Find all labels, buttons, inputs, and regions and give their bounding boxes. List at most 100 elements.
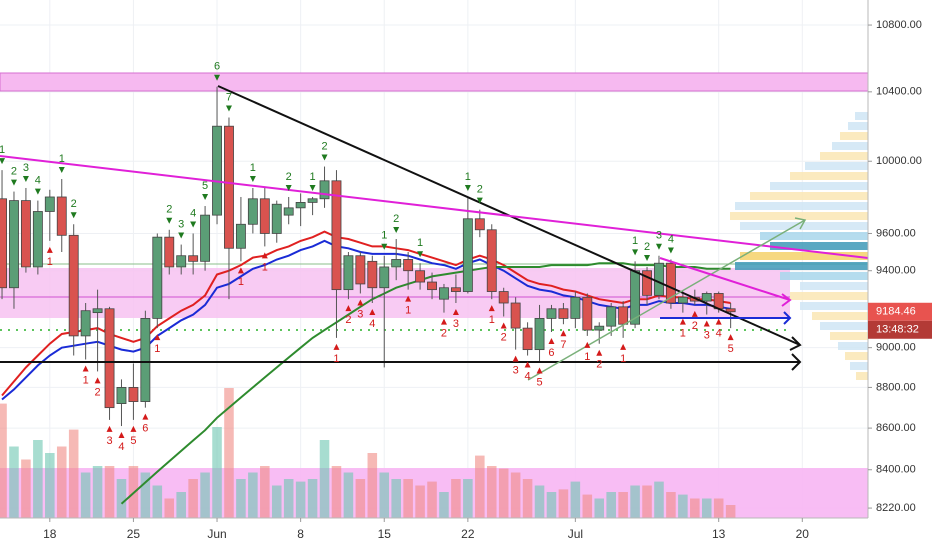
x-tick-label: 15 xyxy=(378,527,392,541)
volume-bar xyxy=(152,485,163,518)
last-price-label: 9184.46 xyxy=(876,306,916,318)
candle-body xyxy=(665,262,676,304)
candle-body xyxy=(391,259,402,268)
signal-triangle xyxy=(357,299,364,306)
trendline xyxy=(659,257,791,301)
candle-body xyxy=(594,325,605,331)
signal-triangle xyxy=(249,175,256,182)
candle-body xyxy=(450,287,461,292)
volume-bar xyxy=(116,479,127,518)
volume-bar xyxy=(690,498,700,518)
volume-bar xyxy=(68,429,79,518)
signal-triangle xyxy=(548,338,555,345)
signal-triangle xyxy=(34,188,41,195)
signal-count: 2 xyxy=(71,198,77,210)
signal-triangle xyxy=(524,361,531,368)
signal-triangle xyxy=(620,343,627,350)
candle-body xyxy=(116,387,127,404)
signal-triangle xyxy=(82,365,89,372)
profile-bar xyxy=(740,252,868,260)
volume-bar xyxy=(56,446,67,518)
candle-body xyxy=(32,211,43,268)
volume-bar xyxy=(331,466,342,518)
profile-bar xyxy=(800,282,868,290)
signal-count: 1 xyxy=(632,235,638,247)
candle-body xyxy=(427,281,437,291)
signal-count: 4 xyxy=(118,441,124,453)
signal-count: 2 xyxy=(11,165,17,177)
candle-body xyxy=(271,203,282,234)
signal-count: 2 xyxy=(321,140,327,152)
signal-triangle xyxy=(166,217,173,224)
x-tick-label: Jul xyxy=(568,527,583,541)
signal-triangle xyxy=(536,367,543,374)
candle-body xyxy=(307,198,318,203)
profile-bar xyxy=(850,362,868,370)
volume-bar xyxy=(666,492,676,518)
candle-body xyxy=(331,180,342,291)
profile-bar xyxy=(856,372,868,380)
signal-count: 1 xyxy=(333,353,339,365)
signal-triangle xyxy=(118,432,125,439)
signal-triangle xyxy=(691,310,698,317)
candle-body xyxy=(92,308,103,314)
profile-bar xyxy=(735,202,868,210)
candle-body xyxy=(152,236,163,319)
signal-count: 7 xyxy=(226,91,232,103)
signal-count: 1 xyxy=(465,171,471,183)
signal-count: 1 xyxy=(620,353,626,365)
signal-triangle xyxy=(476,197,483,204)
signal-count: 2 xyxy=(286,171,292,183)
candle-body xyxy=(534,318,545,351)
signal-count: 1 xyxy=(680,328,686,340)
signal-count: 2 xyxy=(345,314,351,326)
signal-count: 2 xyxy=(501,331,507,343)
volume-bar xyxy=(606,492,616,518)
candle-body xyxy=(510,302,521,329)
signal-triangle xyxy=(584,341,591,348)
countdown-label: 13:48:32 xyxy=(876,324,919,336)
candle-body xyxy=(582,296,593,331)
profile-bar xyxy=(760,232,868,240)
signal-count: 1 xyxy=(154,343,160,355)
signal-triangle xyxy=(512,355,519,362)
candle-body xyxy=(140,318,151,402)
candle-body xyxy=(522,327,533,351)
signal-triangle xyxy=(596,349,603,356)
signal-triangle xyxy=(333,343,340,350)
x-tick-label: 13 xyxy=(712,527,726,541)
signal-triangle xyxy=(10,179,17,186)
signal-count: 1 xyxy=(83,374,89,386)
signal-triangle xyxy=(452,309,459,316)
volume-bar xyxy=(9,446,19,518)
x-tick-label: 22 xyxy=(461,527,475,541)
signal-count: 2 xyxy=(393,213,399,225)
volume-bar xyxy=(618,492,628,518)
volume-bar xyxy=(558,489,569,518)
volume-bar xyxy=(236,479,246,518)
signal-count: 1 xyxy=(262,261,268,273)
candle-body xyxy=(259,198,270,234)
volume-bar xyxy=(45,453,55,518)
volume-bar xyxy=(164,498,175,518)
signal-count: 1 xyxy=(381,230,387,242)
profile-bar xyxy=(750,192,868,200)
profile-bar xyxy=(790,172,868,180)
volume-bar xyxy=(678,494,688,518)
candle-body xyxy=(9,200,19,289)
candle-body xyxy=(606,306,617,327)
candle-body xyxy=(200,214,211,262)
candle-body xyxy=(56,196,67,236)
signal-triangle xyxy=(225,105,232,112)
volume-bar xyxy=(33,440,43,518)
candle-body xyxy=(642,270,652,296)
signal-count: 3 xyxy=(178,218,184,230)
volume-bar xyxy=(367,453,378,518)
signal-triangle xyxy=(560,330,567,337)
volume-bar xyxy=(510,472,521,518)
volume-bar xyxy=(248,472,258,518)
profile-bar xyxy=(805,162,868,170)
signal-count: 1 xyxy=(405,305,411,317)
